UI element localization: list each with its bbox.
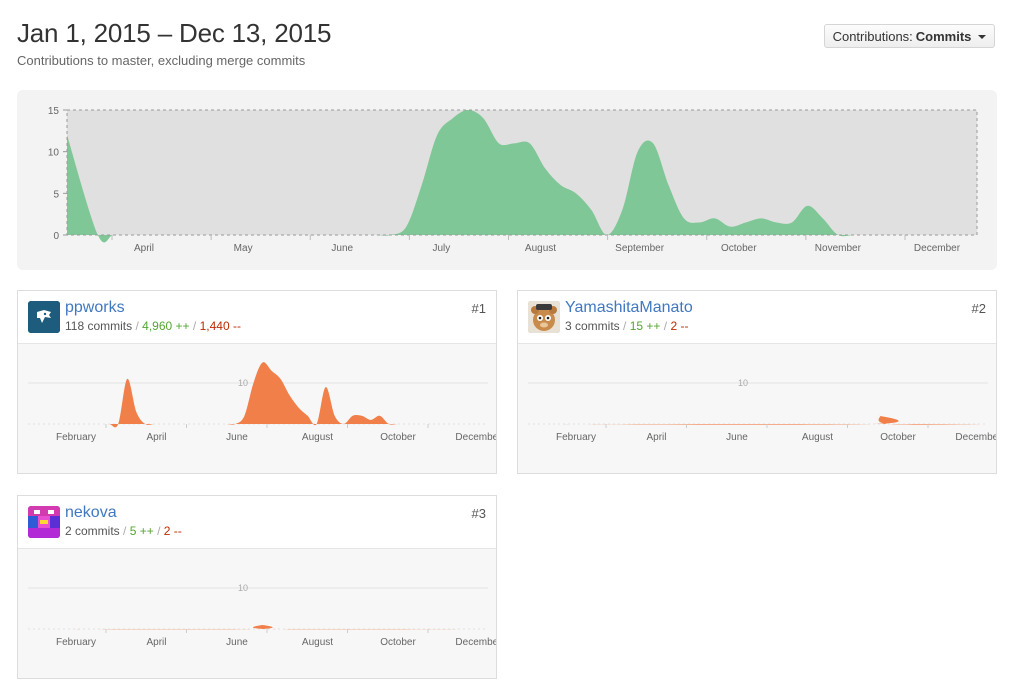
stats-separator: / bbox=[135, 319, 139, 333]
contributor-card-header: YamashitaManato 3 commits / 15 ++ / 2 --… bbox=[518, 291, 996, 344]
x-tick-label: December bbox=[455, 637, 496, 648]
contributions-graph[interactable]: 0 5 10 15 April May June July August September Oct… bbox=[17, 90, 997, 270]
contributor-rank: #3 bbox=[471, 506, 486, 521]
x-tick-label: February bbox=[556, 432, 596, 443]
contributor-name-link[interactable]: YamashitaManato bbox=[565, 299, 693, 316]
x-tick-label: April bbox=[134, 243, 154, 254]
avatar[interactable] bbox=[528, 301, 560, 333]
x-tick-label: December bbox=[914, 243, 961, 254]
x-tick-label: October bbox=[721, 243, 757, 254]
commit-count: 2 commits bbox=[65, 524, 120, 538]
deletions-count: 1,440 -- bbox=[199, 319, 241, 333]
contributor-card: nekova 2 commits / 5 ++ / 2 -- #3 10 Febr… bbox=[17, 495, 497, 679]
contributor-chart-svg[interactable]: 10 February April June August October December bbox=[18, 291, 496, 473]
contributor-name-link[interactable]: nekova bbox=[65, 504, 117, 521]
bear-avatar-icon bbox=[528, 301, 560, 333]
x-tick-label: June bbox=[226, 637, 248, 648]
commit-count: 3 commits bbox=[565, 319, 620, 333]
x-tick-label: October bbox=[380, 637, 416, 648]
contributor-area bbox=[528, 415, 988, 425]
select-label: Contributions: bbox=[832, 28, 913, 44]
x-tick-label: April bbox=[646, 432, 666, 443]
contributor-card-header: ppworks 118 commits / 4,960 ++ / 1,440 -… bbox=[18, 291, 496, 344]
stats-separator: / bbox=[123, 524, 127, 538]
y-tick-label: 5 bbox=[53, 189, 59, 200]
x-tick-label: September bbox=[615, 243, 665, 254]
page-title: Jan 1, 2015 – Dec 13, 2015 bbox=[17, 18, 332, 48]
deletions-count: 2 -- bbox=[670, 319, 689, 333]
x-tick-label: August bbox=[802, 432, 833, 443]
stats-separator: / bbox=[192, 319, 197, 333]
commit-count: 118 commits bbox=[65, 319, 133, 333]
additions-count: 15 ++ bbox=[629, 319, 661, 333]
pixel-art-avatar-icon bbox=[28, 506, 60, 538]
x-tick-label: February bbox=[56, 432, 96, 443]
gridline-label: 10 bbox=[238, 583, 248, 593]
contributor-name-link[interactable]: ppworks bbox=[65, 299, 125, 316]
x-tick-label: April bbox=[146, 432, 166, 443]
x-tick-label: February bbox=[56, 637, 96, 648]
contributions-type-select[interactable]: Contributions: Commits bbox=[824, 24, 995, 48]
deletions-count: 2 -- bbox=[163, 524, 182, 538]
x-tick-label: October bbox=[880, 432, 916, 443]
contributor-rank: #1 bbox=[471, 301, 486, 316]
additions-count: 5 ++ bbox=[129, 524, 154, 538]
y-tick-label: 0 bbox=[53, 231, 59, 242]
contributor-card: YamashitaManato 3 commits / 15 ++ / 2 --… bbox=[517, 290, 997, 474]
avatar[interactable] bbox=[28, 301, 60, 333]
x-tick-label: August bbox=[302, 432, 333, 443]
x-tick-label: August bbox=[302, 637, 333, 648]
plot-frame bbox=[66, 109, 978, 236]
contributor-graph-area bbox=[518, 344, 996, 473]
caret-down-icon bbox=[978, 34, 987, 39]
x-tick-label: June bbox=[226, 432, 248, 443]
commits-area bbox=[67, 110, 977, 243]
y-tick-label: 10 bbox=[48, 148, 60, 159]
gridline-label: 10 bbox=[238, 378, 248, 388]
main-chart-svg[interactable]: 0 5 10 15 April May June July August September Oct… bbox=[17, 90, 997, 270]
page-subtitle: Contributions to master, excluding merge… bbox=[17, 53, 306, 68]
contributor-card-header: nekova 2 commits / 5 ++ / 2 -- #3 bbox=[18, 496, 496, 549]
contributor-stats: 118 commits / 4,960 ++ / 1,440 -- bbox=[65, 319, 241, 333]
select-value: Commits bbox=[915, 28, 972, 44]
contributor-stats: 3 commits / 15 ++ / 2 -- bbox=[565, 319, 688, 333]
contributor-area bbox=[28, 624, 488, 630]
stats-separator: / bbox=[663, 319, 668, 333]
x-tick-label: June bbox=[331, 243, 353, 254]
contributor-chart-svg[interactable]: 10 February April June August October December bbox=[518, 291, 996, 473]
x-tick-label: June bbox=[726, 432, 748, 443]
fox-avatar-icon bbox=[28, 301, 60, 333]
gridline-label: 10 bbox=[738, 378, 748, 388]
x-tick-label: October bbox=[380, 432, 416, 443]
x-tick-label: August bbox=[525, 243, 556, 254]
contributor-stats: 2 commits / 5 ++ / 2 -- bbox=[65, 524, 182, 538]
stats-separator: / bbox=[623, 319, 627, 333]
contributor-chart-svg[interactable]: 10 February April June August October December bbox=[18, 496, 496, 678]
contributor-rank: #2 bbox=[971, 301, 986, 316]
contributor-card: ppworks 118 commits / 4,960 ++ / 1,440 -… bbox=[17, 290, 497, 474]
x-tick-label: December bbox=[955, 432, 996, 443]
stats-separator: / bbox=[157, 524, 161, 538]
x-tick-label: November bbox=[815, 243, 862, 254]
x-tick-label: April bbox=[146, 637, 166, 648]
y-tick-label: 15 bbox=[48, 106, 60, 117]
contributor-area bbox=[28, 362, 488, 428]
x-tick-label: May bbox=[234, 243, 253, 254]
additions-count: 4,960 ++ bbox=[142, 319, 190, 333]
avatar[interactable] bbox=[28, 506, 60, 538]
x-tick-label: July bbox=[432, 243, 450, 254]
contributor-graph-area bbox=[18, 549, 496, 678]
x-tick-label: December bbox=[455, 432, 496, 443]
